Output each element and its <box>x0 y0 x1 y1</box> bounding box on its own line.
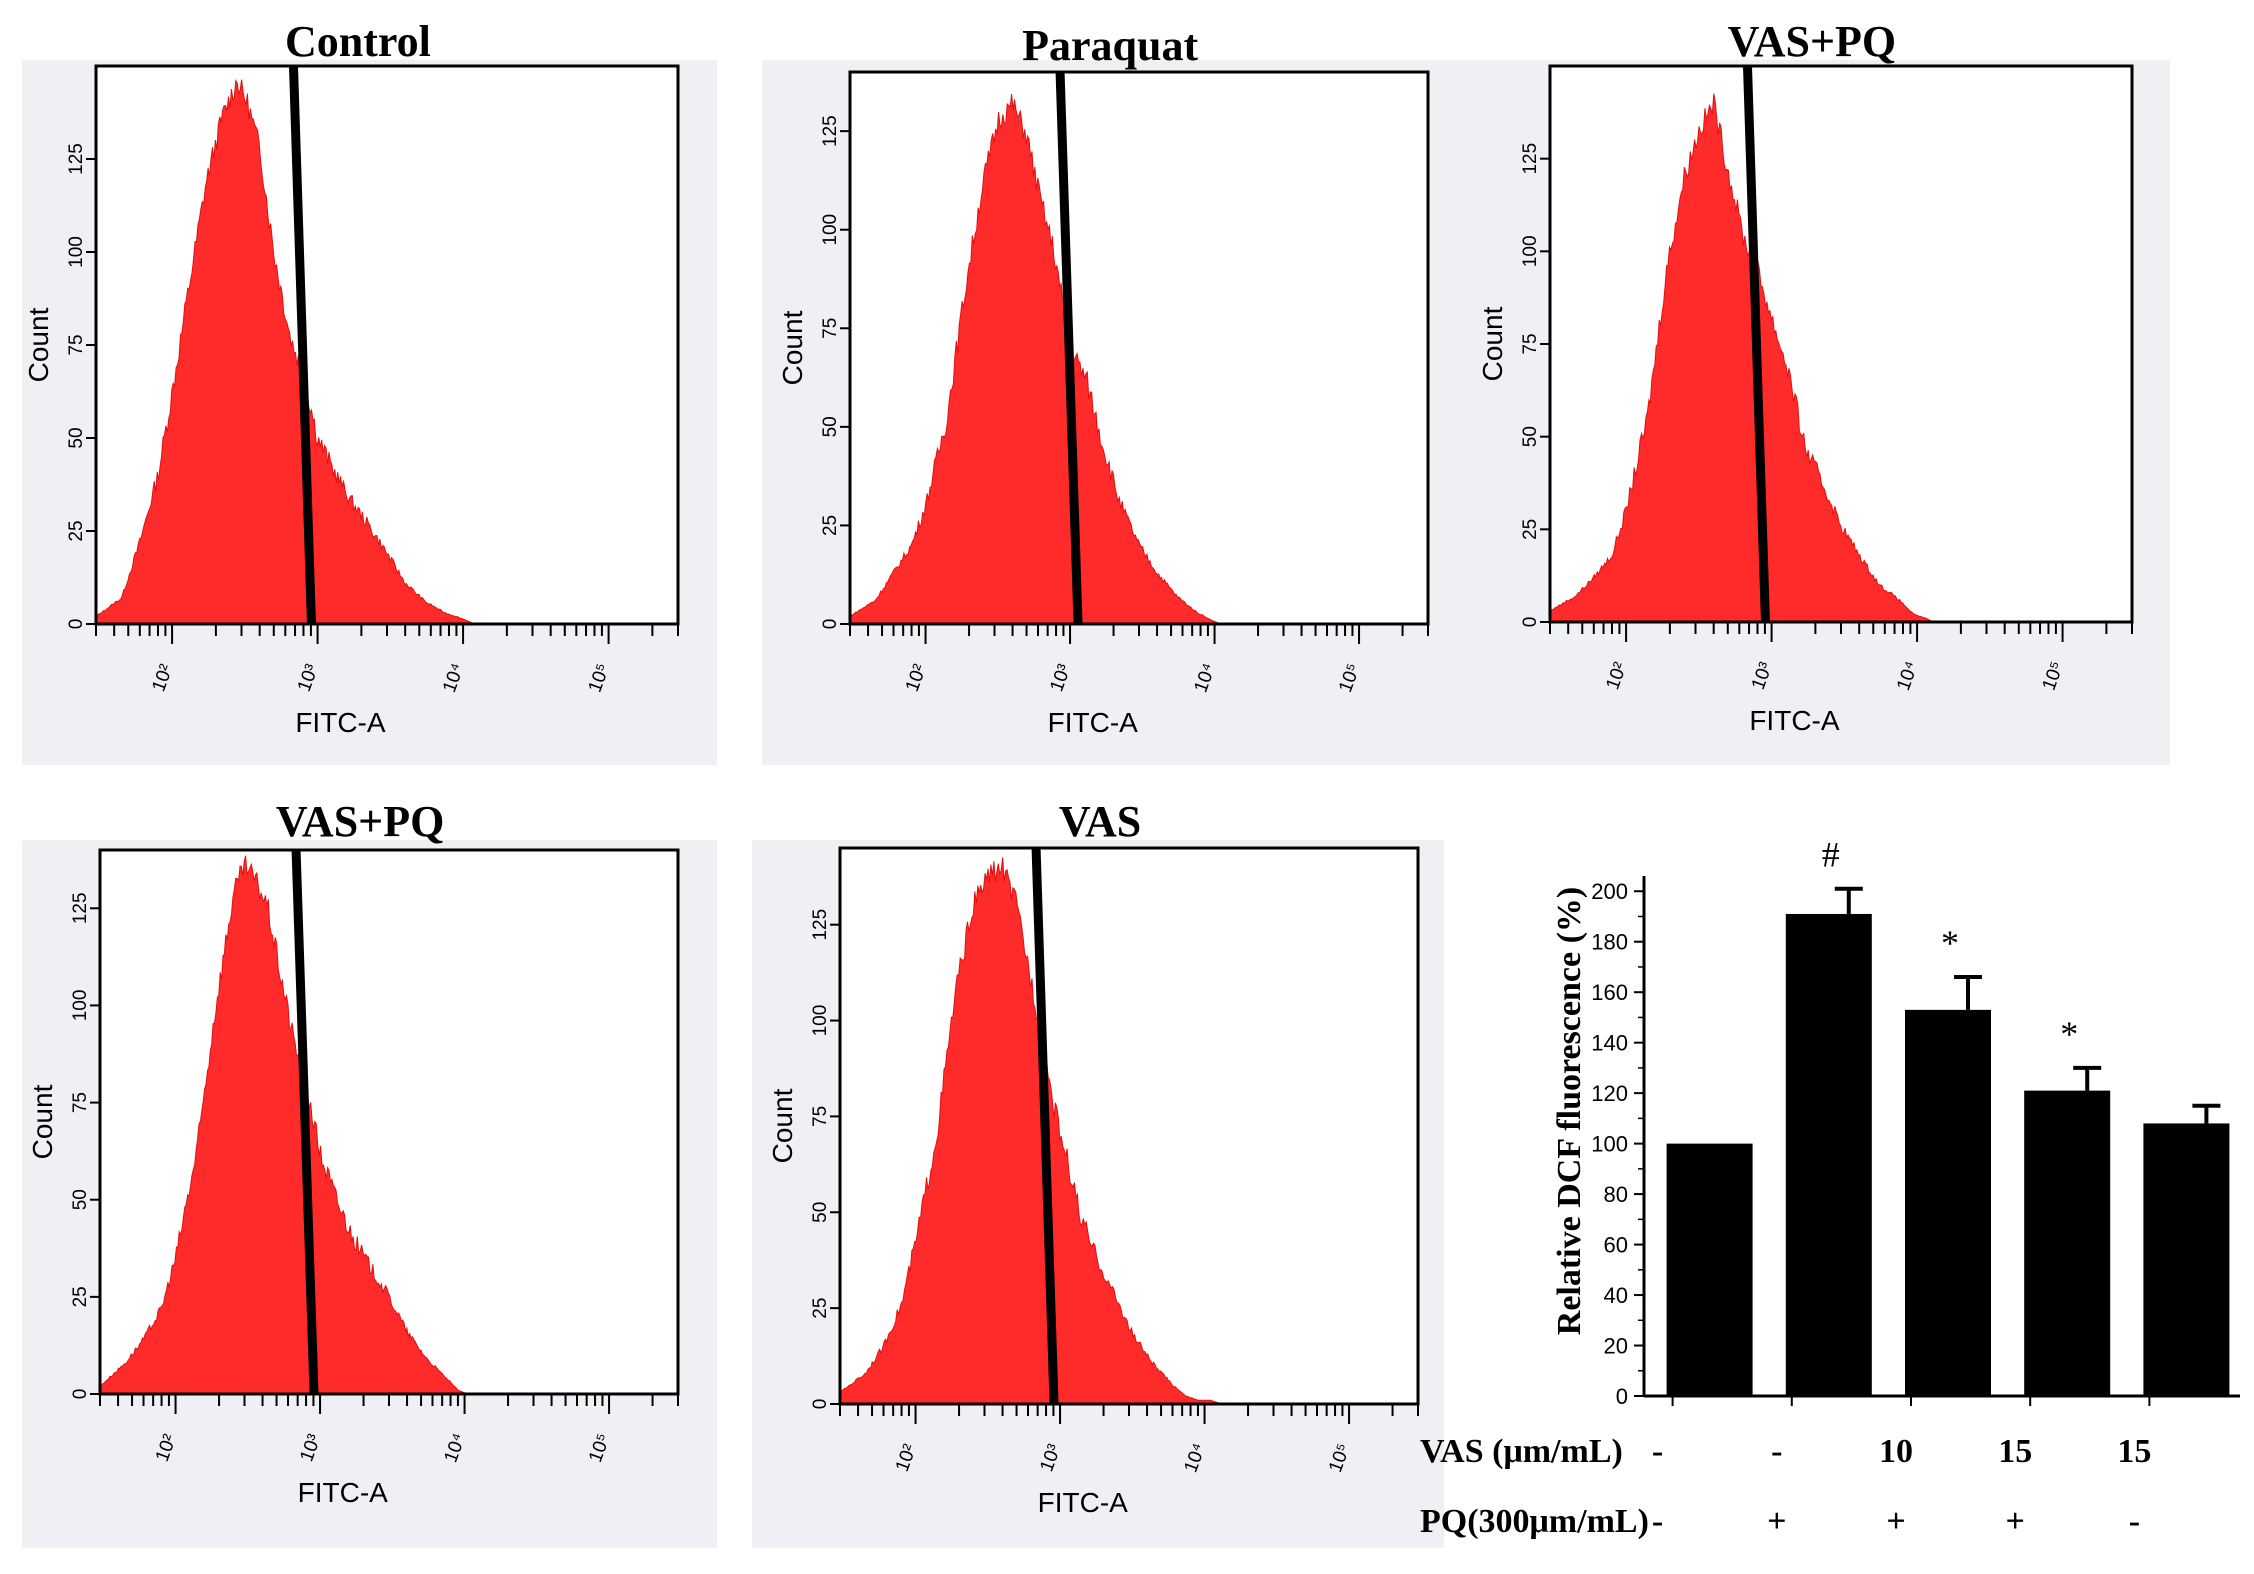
significance-mark: # <box>1822 835 1840 875</box>
x-axis-label: FITC-A <box>295 707 386 738</box>
y-axis-label: Count <box>767 1088 798 1163</box>
y-tick-label: 100 <box>1520 235 1541 267</box>
bar <box>1905 1009 1991 1396</box>
histogram-area <box>849 93 1229 625</box>
treatment-row-label: VAS (μm/mL) <box>1420 1433 1623 1470</box>
bar <box>1785 913 1872 1396</box>
treatment-value: + <box>2006 1503 2025 1540</box>
y-tick-label: 25 <box>70 1286 91 1307</box>
y-tick-label: 75 <box>1520 333 1541 354</box>
gate-line <box>288 65 316 625</box>
histogram-area <box>99 855 468 1395</box>
panel-title: Control <box>285 17 431 66</box>
histogram-area <box>1549 93 1934 623</box>
gate-line <box>1031 847 1059 1405</box>
y-tick-label: 100 <box>66 236 87 268</box>
significance-mark: * <box>2060 1014 2078 1054</box>
histogram-panel-2: 10² 10³ 10⁴ 10⁵0255075100125FITC-ACountPara… <box>762 21 2170 765</box>
y-tick-label: 25 <box>810 1298 831 1319</box>
y-tick-label: 100 <box>810 1005 831 1037</box>
treatment-value: 15 <box>2117 1433 2151 1470</box>
y-tick-label: 50 <box>70 1189 91 1210</box>
treatment-value: 10 <box>1879 1433 1913 1470</box>
y-tick-label: 75 <box>810 1106 831 1127</box>
y-axis-label: Count <box>1477 306 1508 381</box>
y-tick-label: 125 <box>1520 143 1541 175</box>
panel-title: Paraquat <box>1022 21 1198 70</box>
y-tick-label: 125 <box>820 115 841 147</box>
bar-y-tick-label: 80 <box>1604 1182 1628 1207</box>
bar-y-tick-label: 160 <box>1591 980 1628 1005</box>
bar-y-tick-label: 20 <box>1604 1334 1628 1359</box>
y-tick-label: 50 <box>820 416 841 437</box>
y-axis-label: Count <box>777 310 808 385</box>
y-axis-label: Count <box>27 1084 58 1159</box>
histogram-panel-1: 10² 10³ 10⁴ 10⁵0255075100125FITC-ACountCont… <box>22 17 717 765</box>
x-axis-label: FITC-A <box>1048 707 1139 738</box>
gate-line <box>1055 71 1083 625</box>
x-axis-label: FITC-A <box>298 1477 389 1508</box>
y-axis-label: Count <box>23 307 54 382</box>
y-tick-label: 75 <box>70 1092 91 1113</box>
y-tick-label: 0 <box>820 619 841 630</box>
treatment-value: - <box>1652 1433 1663 1470</box>
treatment-value: + <box>1886 1503 1905 1540</box>
treatment-value: - <box>1652 1503 1663 1540</box>
x-axis-label: FITC-A <box>1749 705 1840 736</box>
y-tick-label: 75 <box>66 334 87 355</box>
bar-y-tick-label: 0 <box>1616 1384 1628 1409</box>
y-tick-label: 0 <box>70 1389 91 1400</box>
histogram-area <box>95 78 475 625</box>
panel-title: VAS+PQ <box>1728 17 1897 66</box>
bar <box>2024 1090 2111 1396</box>
y-tick-label: 25 <box>66 520 87 541</box>
y-tick-label: 50 <box>66 427 87 448</box>
gate-line <box>1742 65 1770 623</box>
bar <box>2143 1123 2230 1396</box>
y-tick-label: 75 <box>820 318 841 339</box>
significance-mark: * <box>1941 923 1959 963</box>
bar-y-tick-label: 180 <box>1591 930 1628 955</box>
y-tick-label: 125 <box>810 909 831 941</box>
panel-title: VAS+PQ <box>276 797 445 846</box>
gate-line <box>291 849 319 1395</box>
treatment-row-label: PQ(300μm/mL) <box>1420 1503 1649 1540</box>
y-tick-label: 0 <box>66 619 87 630</box>
panel-title: VAS <box>1059 797 1141 846</box>
treatment-value: - <box>1771 1433 1782 1470</box>
treatment-value: + <box>1767 1503 1786 1540</box>
bar-y-tick-label: 120 <box>1591 1081 1628 1106</box>
bar-y-tick-label: 40 <box>1604 1283 1628 1308</box>
bar-y-tick-label: 60 <box>1604 1233 1628 1258</box>
treatment-value: 15 <box>1998 1433 2032 1470</box>
y-tick-label: 25 <box>820 515 841 536</box>
y-tick-label: 50 <box>1520 426 1541 447</box>
bar-y-axis-label: Relative DCF fluorescence (%) <box>1551 887 1588 1335</box>
bar <box>1666 1143 1753 1396</box>
y-tick-label: 25 <box>1520 519 1541 540</box>
bar-y-tick-label: 100 <box>1591 1132 1628 1157</box>
x-axis-label: FITC-A <box>1038 1487 1129 1518</box>
y-tick-label: 100 <box>820 214 841 246</box>
y-tick-label: 0 <box>810 1399 831 1410</box>
y-tick-label: 100 <box>70 990 91 1022</box>
bar-y-tick-label: 140 <box>1591 1031 1628 1056</box>
histogram-panel-3: 10² 10³ 10⁴ 10⁵0255075100125FITC-ACountVAS+… <box>1477 17 2167 765</box>
y-tick-label: 0 <box>1520 617 1541 628</box>
bar-y-tick-label: 200 <box>1591 879 1628 904</box>
y-tick-label: 50 <box>810 1202 831 1223</box>
y-tick-label: 125 <box>70 892 91 924</box>
treatment-value: - <box>2129 1503 2140 1540</box>
histogram-area <box>839 857 1222 1405</box>
y-tick-label: 125 <box>66 143 87 175</box>
histogram-panel-4: 10² 10³ 10⁴ 10⁵0255075100125FITC-ACountVAS+… <box>22 797 717 1548</box>
